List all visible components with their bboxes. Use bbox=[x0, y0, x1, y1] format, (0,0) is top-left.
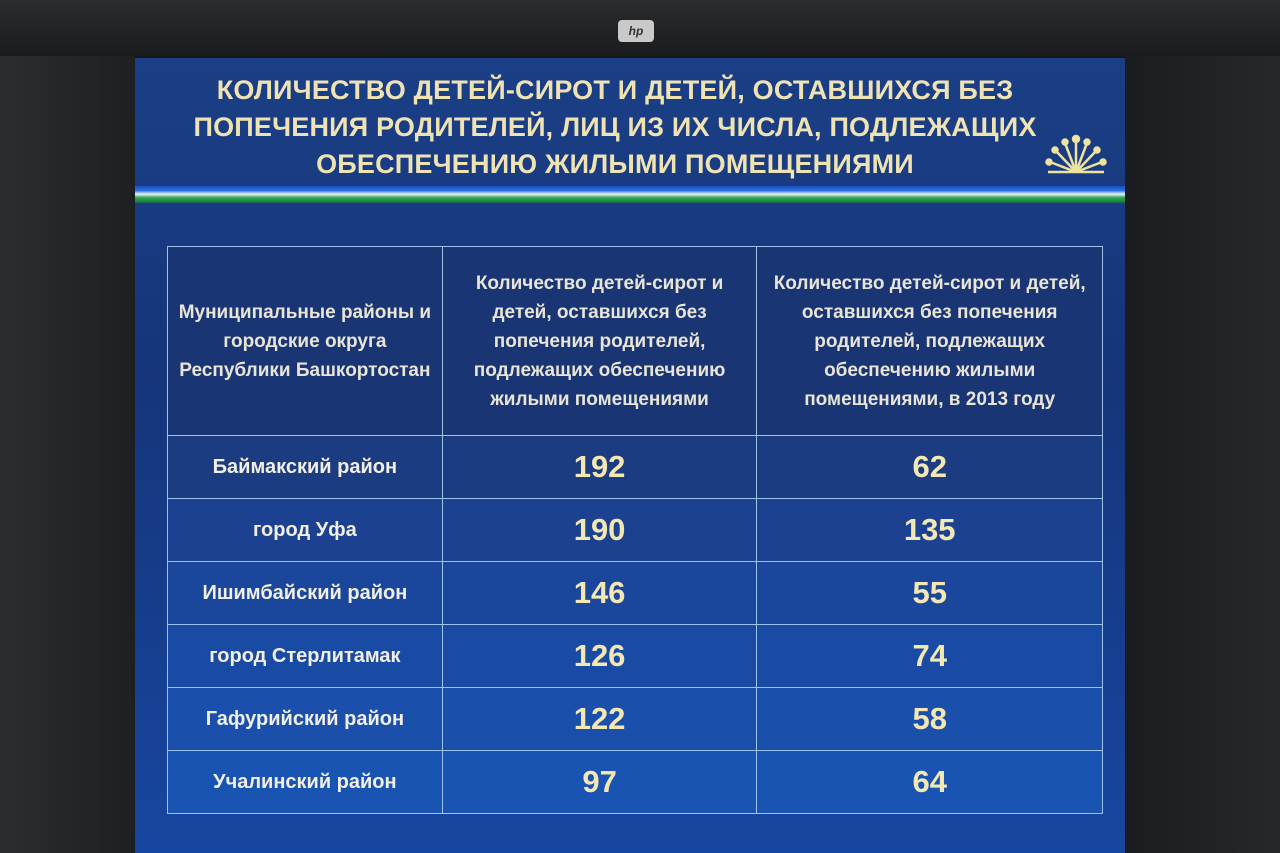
background-left bbox=[0, 56, 135, 853]
value-2013: 135 bbox=[756, 498, 1103, 562]
slide-title: КОЛИЧЕСТВО ДЕТЕЙ-СИРОТ И ДЕТЕЙ, ОСТАВШИХ… bbox=[193, 75, 1037, 179]
value-2013: 55 bbox=[756, 561, 1103, 625]
flag-stripe bbox=[135, 186, 1125, 204]
district-name: Учалинский район bbox=[167, 750, 443, 814]
value-2013: 74 bbox=[756, 624, 1103, 688]
header-district: Муниципальные районы и городские округа … bbox=[167, 246, 443, 436]
table-row: город Уфа 190 135 bbox=[167, 498, 1103, 562]
district-name: Баймакский район bbox=[167, 435, 443, 499]
table-row: город Стерлитамак 126 74 bbox=[167, 624, 1103, 688]
table-header-row: Муниципальные районы и городские округа … bbox=[167, 246, 1103, 436]
header-2013: Количество детей-сирот и детей, оставших… bbox=[756, 246, 1103, 436]
value-2013: 58 bbox=[756, 687, 1103, 751]
district-name: город Стерлитамак bbox=[167, 624, 443, 688]
value-2013: 64 bbox=[756, 750, 1103, 814]
kurai-emblem-icon bbox=[1045, 134, 1107, 174]
total-value: 122 bbox=[441, 687, 758, 751]
table-row: Гафурийский район 122 58 bbox=[167, 687, 1103, 751]
district-name: Гафурийский район bbox=[167, 687, 443, 751]
data-table: Муниципальные районы и городские округа … bbox=[167, 246, 1103, 814]
value-2013: 62 bbox=[756, 435, 1103, 499]
background-right bbox=[1125, 56, 1280, 853]
presentation-slide: КОЛИЧЕСТВО ДЕТЕЙ-СИРОТ И ДЕТЕЙ, ОСТАВШИХ… bbox=[135, 58, 1125, 853]
table-row: Учалинский район 97 64 bbox=[167, 750, 1103, 814]
total-value: 97 bbox=[441, 750, 758, 814]
total-value: 126 bbox=[441, 624, 758, 688]
district-name: Ишимбайский район bbox=[167, 561, 443, 625]
district-name: город Уфа bbox=[167, 498, 443, 562]
total-value: 190 bbox=[441, 498, 758, 562]
hp-logo: hp bbox=[618, 20, 654, 42]
table-row: Ишимбайский район 146 55 bbox=[167, 561, 1103, 625]
total-value: 146 bbox=[441, 561, 758, 625]
monitor-bezel: hp bbox=[0, 0, 1280, 56]
table-row: Баймакский район 192 62 bbox=[167, 435, 1103, 499]
total-value: 192 bbox=[441, 435, 758, 499]
header-total: Количество детей-сирот и детей, оставших… bbox=[441, 246, 758, 436]
